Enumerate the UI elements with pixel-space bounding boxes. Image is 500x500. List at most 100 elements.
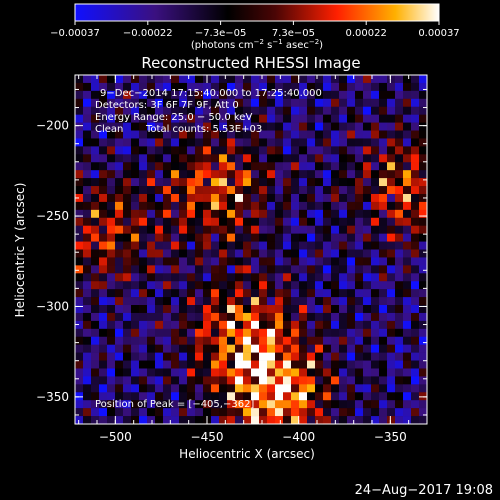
heatmap-cell bbox=[83, 328, 92, 338]
heatmap-cell bbox=[363, 98, 372, 108]
heatmap-cell bbox=[307, 312, 316, 322]
heatmap-cell bbox=[91, 273, 100, 282]
heatmap-cell bbox=[395, 170, 404, 179]
heatmap-cell bbox=[339, 376, 348, 385]
heatmap-cell bbox=[99, 90, 108, 100]
heatmap-cell bbox=[91, 312, 100, 322]
heatmap-cell bbox=[363, 257, 372, 266]
heatmap-cell bbox=[267, 114, 276, 123]
heatmap-cell bbox=[91, 352, 100, 361]
heatmap-cell bbox=[419, 289, 428, 298]
heatmap-cell bbox=[163, 352, 172, 361]
heatmap-cell bbox=[259, 186, 268, 195]
heatmap-cell bbox=[363, 368, 372, 377]
heatmap-cell bbox=[179, 154, 188, 163]
heatmap-cell bbox=[235, 305, 244, 314]
heatmap-cell bbox=[379, 297, 388, 306]
heatmap-cell bbox=[83, 289, 92, 298]
heatmap-cell bbox=[283, 344, 292, 353]
heatmap-cell bbox=[227, 178, 236, 187]
heatmap-cell bbox=[131, 186, 140, 195]
heatmap-cell bbox=[347, 392, 356, 401]
heatmap-cell bbox=[83, 249, 92, 258]
heatmap-cell bbox=[387, 241, 396, 250]
heatmap-cell bbox=[139, 265, 148, 274]
heatmap-cell bbox=[131, 360, 140, 369]
heatmap-cell bbox=[123, 209, 132, 219]
heatmap-cell bbox=[267, 400, 276, 409]
heatmap-cell bbox=[419, 170, 428, 179]
heatmap-cell bbox=[419, 90, 428, 100]
heatmap-cell bbox=[307, 201, 316, 211]
heatmap-cell bbox=[315, 170, 324, 179]
heatmap-cell bbox=[187, 130, 196, 139]
heatmap-cell bbox=[235, 320, 244, 330]
heatmap-cell bbox=[339, 106, 348, 115]
heatmap-cell bbox=[315, 305, 324, 314]
heatmap-cell bbox=[91, 241, 100, 250]
heatmap-cell bbox=[171, 416, 180, 425]
heatmap-cell bbox=[75, 98, 84, 108]
heatmap-cell bbox=[195, 281, 204, 290]
heatmap-cell bbox=[291, 265, 300, 274]
heatmap-cell bbox=[403, 162, 412, 171]
heatmap-cell bbox=[291, 186, 300, 195]
heatmap-cell bbox=[147, 336, 156, 345]
heatmap-cell bbox=[323, 257, 332, 266]
heatmap-cell bbox=[115, 225, 124, 234]
heatmap-cell bbox=[379, 273, 388, 282]
heatmap-cell bbox=[331, 186, 340, 195]
heatmap-cell bbox=[307, 106, 316, 115]
heatmap-cell bbox=[187, 154, 196, 163]
heatmap-cell bbox=[91, 130, 100, 139]
heatmap-cell bbox=[75, 90, 84, 100]
heatmap-cell bbox=[299, 344, 308, 353]
heatmap-cell bbox=[219, 217, 228, 226]
heatmap-cell bbox=[179, 352, 188, 361]
heatmap-cell bbox=[163, 186, 172, 195]
heatmap-cell bbox=[395, 297, 404, 306]
heatmap-cell bbox=[83, 408, 92, 417]
heatmap-cell bbox=[251, 336, 260, 345]
heatmap-cell bbox=[283, 408, 292, 417]
heatmap-cell bbox=[267, 289, 276, 298]
heatmap-cell bbox=[355, 384, 364, 393]
heatmap-cell bbox=[243, 305, 252, 314]
heatmap-cell bbox=[83, 384, 92, 393]
heatmap-cell bbox=[91, 162, 100, 171]
heatmap-cell bbox=[331, 138, 340, 147]
heatmap-cell bbox=[331, 90, 340, 100]
heatmap-cell bbox=[299, 193, 308, 203]
heatmap-cell bbox=[275, 416, 284, 425]
heatmap-cell bbox=[131, 384, 140, 393]
heatmap-cell bbox=[267, 360, 276, 369]
heatmap-cell bbox=[115, 82, 124, 92]
heatmap-cell bbox=[259, 352, 268, 361]
heatmap-cell bbox=[267, 82, 276, 92]
heatmap-cell bbox=[99, 130, 108, 139]
heatmap-cell bbox=[187, 368, 196, 377]
heatmap-cell bbox=[355, 336, 364, 345]
heatmap-cell bbox=[227, 82, 236, 92]
heatmap-cell bbox=[315, 98, 324, 108]
heatmap-cell bbox=[75, 138, 84, 147]
heatmap-cell bbox=[75, 114, 84, 123]
heatmap-cell bbox=[75, 265, 84, 274]
heatmap-cell bbox=[291, 225, 300, 234]
heatmap-cell bbox=[235, 193, 244, 203]
heatmap-cell bbox=[339, 82, 348, 92]
heatmap-cell bbox=[347, 75, 356, 84]
heatmap-cell bbox=[91, 98, 100, 108]
heatmap-cell bbox=[203, 297, 212, 306]
heatmap-cell bbox=[91, 368, 100, 377]
heatmap-cell bbox=[323, 138, 332, 147]
heatmap-cell bbox=[91, 257, 100, 266]
heatmap-cell bbox=[419, 225, 428, 234]
heatmap-cell bbox=[171, 281, 180, 290]
heatmap-cell bbox=[363, 312, 372, 322]
heatmap-cell bbox=[155, 217, 164, 226]
heatmap-cell bbox=[379, 352, 388, 361]
heatmap-cell bbox=[203, 312, 212, 322]
heatmap-cell bbox=[339, 241, 348, 250]
plot-area: −500 −450 −400 −350−200−250−300−350 bbox=[36, 74, 428, 444]
